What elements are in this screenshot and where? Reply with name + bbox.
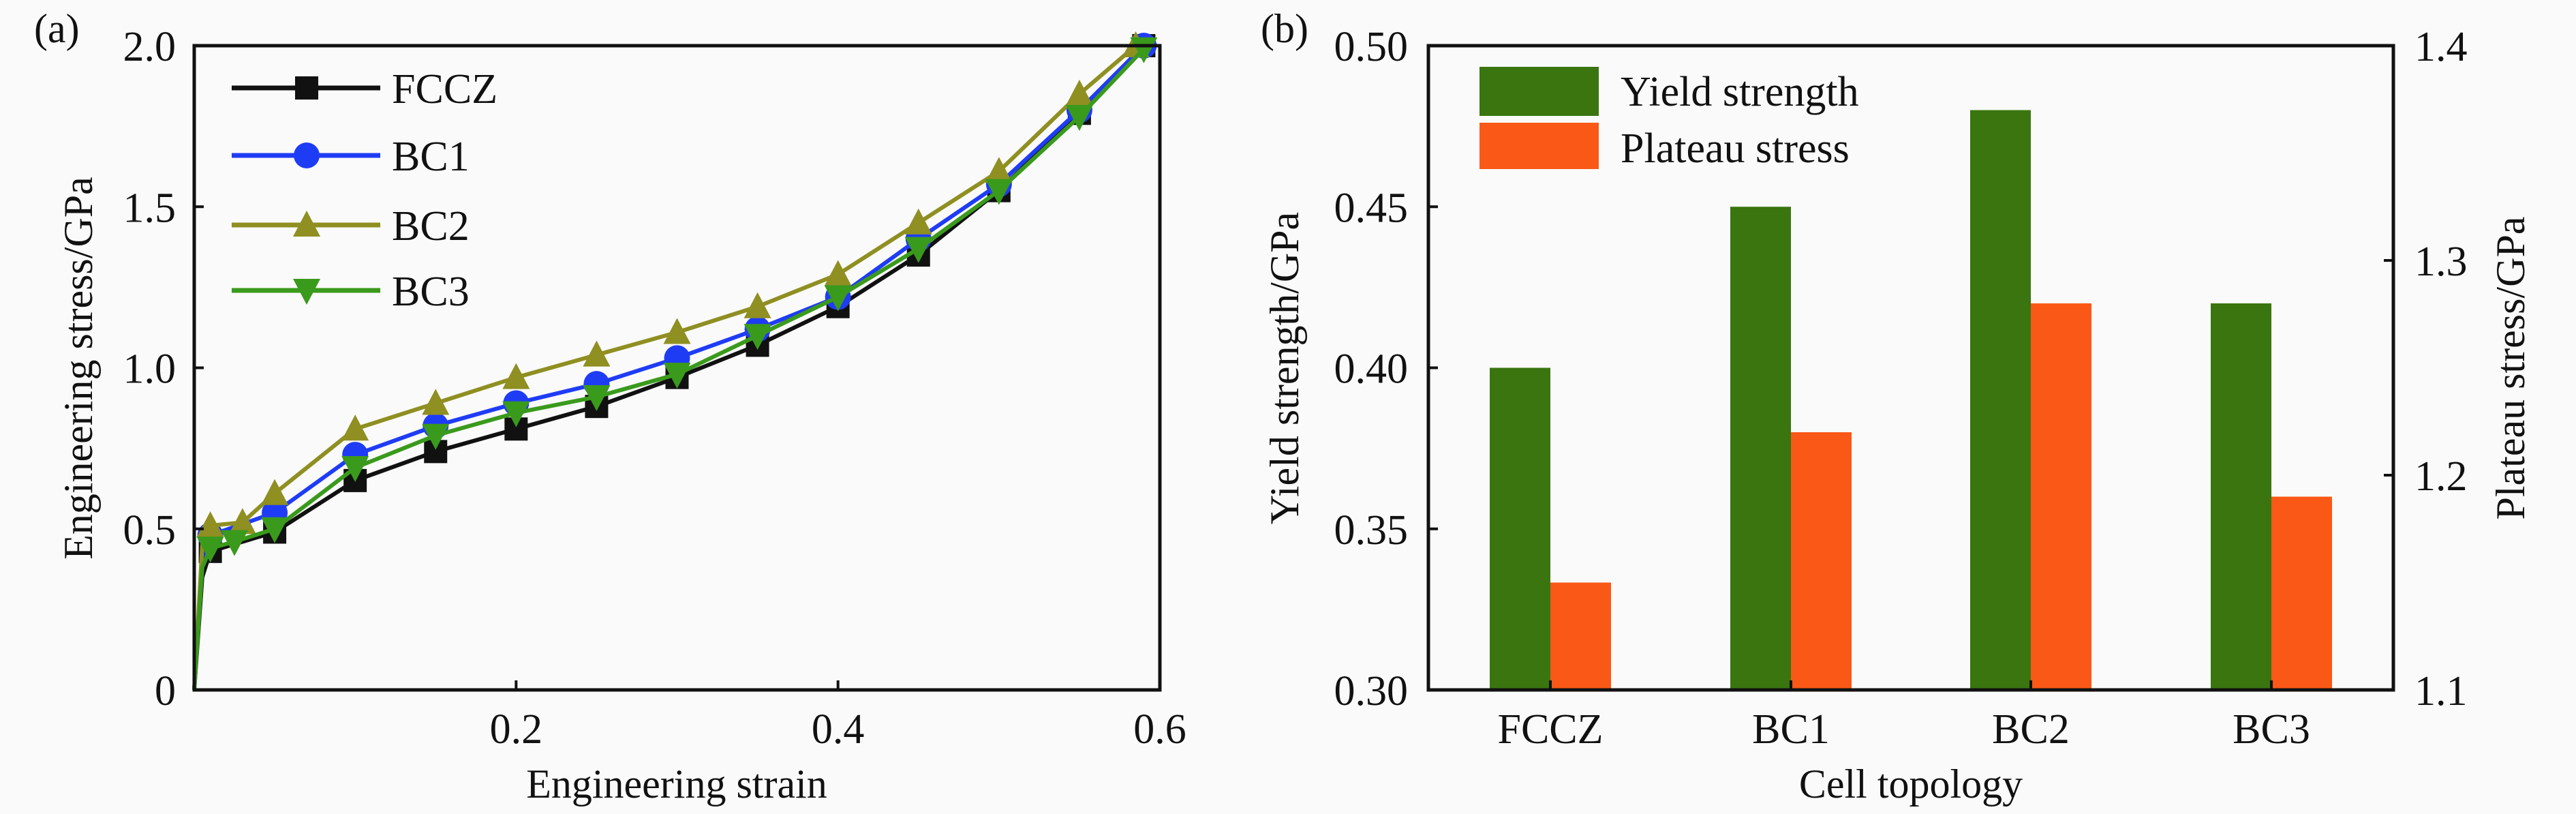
data-point-bc2 xyxy=(502,363,530,389)
data-point-bc2 xyxy=(261,479,289,505)
y-tick-label: 0.50 xyxy=(1334,24,1409,70)
y-tick-label: 2.0 xyxy=(123,24,177,70)
data-point-bc2 xyxy=(583,340,611,367)
legend-marker-bc3 xyxy=(293,279,320,305)
data-point-bc3 xyxy=(904,237,932,263)
x-tick-label: BC3 xyxy=(2233,706,2310,753)
panel-b: (b) FCCZ BC1 BC2 BC3 0.30 0.35 0.40 0.45 0.50 1.1… xyxy=(1261,6,2533,807)
y-tick-label: 0.40 xyxy=(1334,346,1409,393)
legend-swatch-yield-strength xyxy=(1479,67,1599,116)
y-tick-label: 0.45 xyxy=(1334,185,1409,231)
legend-label-bc3: BC3 xyxy=(392,269,470,315)
series-bc3 xyxy=(192,37,1158,691)
legend-label-bc2: BC2 xyxy=(392,203,470,250)
legend-marker-bc1 xyxy=(294,142,320,168)
y-tick-label: 1.0 xyxy=(123,346,177,393)
x-tick-label: 0.2 xyxy=(490,706,543,753)
bar-plateau-stress-bc1 xyxy=(1791,432,1852,690)
data-point-bc2 xyxy=(228,508,256,534)
data-point-bc2 xyxy=(985,157,1013,183)
panel-b-legend: Yield strength Plateau stress xyxy=(1479,67,1859,172)
x-tick-label: BC1 xyxy=(1752,706,1830,753)
data-point-bc3 xyxy=(221,530,249,556)
x-tick-label: FCCZ xyxy=(1497,706,1603,753)
data-point-bc2 xyxy=(743,292,771,318)
x-tick-label: 0.6 xyxy=(1133,706,1186,753)
data-point-bc3 xyxy=(743,324,771,350)
data-point-bc3 xyxy=(663,362,691,389)
panel-b-x-axis-label: Cell topology xyxy=(1799,762,2023,807)
panel-b-label: (b) xyxy=(1261,6,1308,51)
y-right-tick-label: 1.2 xyxy=(2414,453,2468,500)
y-right-tick-label: 1.3 xyxy=(2414,239,2468,285)
data-point-bc3 xyxy=(985,179,1013,205)
y-tick-label: 0.30 xyxy=(1334,668,1409,714)
bar-plateau-stress-bc3 xyxy=(2271,496,2332,690)
panel-a: (a) 0.2 0.4 0.6 0 0.5 1.0 1.5 2.0 Engineering s… xyxy=(34,6,1186,807)
data-point-bc2 xyxy=(824,260,852,286)
data-point-bc2 xyxy=(904,208,932,235)
y-right-tick-label: 1.4 xyxy=(2414,24,2468,70)
data-point-bc2 xyxy=(1065,79,1093,106)
y-tick-label: 0.35 xyxy=(1334,507,1409,554)
bar-yield-strength-bc1 xyxy=(1730,207,1791,690)
legend-label-fccz: FCCZ xyxy=(392,66,497,112)
data-point-bc3 xyxy=(341,455,369,482)
bar-plateau-stress-fccz xyxy=(1550,582,1611,690)
bar-plateau-stress-bc2 xyxy=(2031,303,2091,690)
x-tick-label: 0.4 xyxy=(812,706,865,753)
data-point-bc3 xyxy=(196,537,224,563)
bar-yield-strength-fccz xyxy=(1490,367,1550,690)
data-point-bc3 xyxy=(1065,104,1093,131)
bar-yield-strength-bc2 xyxy=(1970,110,2031,690)
data-point-bc3 xyxy=(261,517,289,543)
y-right-tick-label: 1.1 xyxy=(2414,668,2468,714)
data-point-bc3 xyxy=(1130,37,1158,63)
panel-b-y-right-axis-label: Plateau stress/GPa xyxy=(2488,217,2533,520)
y-tick-label: 0.5 xyxy=(123,507,177,554)
legend-label-yield-strength: Yield strength xyxy=(1621,69,1859,115)
data-point-bc3 xyxy=(824,285,852,312)
panel-a-legend: FCCZ BC1 BC2 BC3 xyxy=(232,66,497,315)
panel-a-y-axis-label: Engineering stress/GPa xyxy=(56,177,101,560)
data-point-bc3 xyxy=(502,401,530,427)
data-point-bc2 xyxy=(663,318,691,344)
y-tick-label: 1.5 xyxy=(123,185,177,231)
legend-label-plateau-stress: Plateau stress xyxy=(1621,125,1850,172)
data-point-bc2 xyxy=(422,389,450,415)
data-point-bc2 xyxy=(196,511,224,538)
legend-marker-bc2 xyxy=(293,211,320,237)
line-bc2 xyxy=(192,44,1137,691)
x-tick-label: BC2 xyxy=(1992,706,2070,753)
bar-yield-strength-bc3 xyxy=(2211,303,2271,690)
data-point-bc3 xyxy=(422,423,450,450)
series-bc1 xyxy=(192,33,1157,691)
panel-b-y-axis-label: Yield strength/GPa xyxy=(1262,212,1307,524)
legend-label-bc1: BC1 xyxy=(392,134,470,180)
data-point-bc2 xyxy=(341,414,369,441)
panel-a-label: (a) xyxy=(34,6,80,51)
panel-a-x-axis-label: Engineering strain xyxy=(526,762,827,807)
y-tick-label: 0 xyxy=(155,668,176,714)
line-bc3 xyxy=(192,47,1146,691)
legend-swatch-plateau-stress xyxy=(1479,123,1599,169)
data-point-bc3 xyxy=(583,385,611,412)
legend-marker-fccz xyxy=(295,76,318,100)
